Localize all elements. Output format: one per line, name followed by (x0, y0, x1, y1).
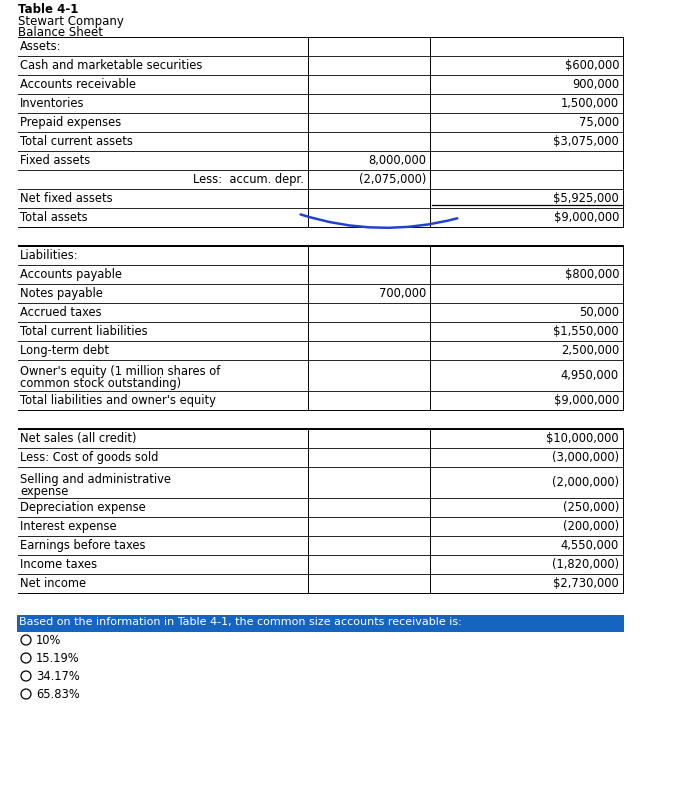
Text: 700,000: 700,000 (378, 287, 426, 300)
Text: $10,000,000: $10,000,000 (546, 432, 619, 445)
Text: $9,000,000: $9,000,000 (553, 211, 619, 224)
Text: Selling and administrative: Selling and administrative (20, 472, 171, 486)
Text: Accrued taxes: Accrued taxes (20, 306, 102, 319)
Text: 1,500,000: 1,500,000 (561, 97, 619, 110)
Text: Liabilities:: Liabilities: (20, 249, 79, 262)
Text: (3,000,000): (3,000,000) (552, 451, 619, 464)
Text: 65.83%: 65.83% (36, 687, 79, 701)
Text: $3,075,000: $3,075,000 (553, 135, 619, 148)
Text: Earnings before taxes: Earnings before taxes (20, 539, 146, 552)
Text: (2,000,000): (2,000,000) (552, 476, 619, 489)
Text: Assets:: Assets: (20, 40, 61, 53)
Text: 75,000: 75,000 (579, 116, 619, 129)
Text: $2,730,000: $2,730,000 (553, 577, 619, 590)
Text: $600,000: $600,000 (565, 59, 619, 72)
Text: Less: Cost of goods sold: Less: Cost of goods sold (20, 451, 158, 464)
Text: Total assets: Total assets (20, 211, 88, 224)
Text: Depreciation expense: Depreciation expense (20, 501, 146, 514)
Text: 4,950,000: 4,950,000 (561, 369, 619, 382)
Circle shape (21, 635, 31, 645)
Text: expense: expense (20, 484, 68, 498)
Text: 10%: 10% (36, 634, 61, 646)
Circle shape (21, 689, 31, 699)
Text: Long-term debt: Long-term debt (20, 344, 109, 357)
Text: Income taxes: Income taxes (20, 558, 97, 571)
Text: Net sales (all credit): Net sales (all credit) (20, 432, 137, 445)
Text: $5,925,000: $5,925,000 (553, 192, 619, 205)
Text: Total current liabilities: Total current liabilities (20, 325, 148, 338)
Bar (17, 597, 624, 614)
Text: Cash and marketable securities: Cash and marketable securities (20, 59, 202, 72)
Text: 50,000: 50,000 (579, 306, 619, 319)
Bar (17, 615, 624, 632)
Text: Accounts receivable: Accounts receivable (20, 78, 136, 91)
Text: Total liabilities and owner's equity: Total liabilities and owner's equity (20, 394, 216, 407)
Text: Accounts payable: Accounts payable (20, 268, 122, 281)
Text: 2,500,000: 2,500,000 (561, 344, 619, 357)
Text: (200,000): (200,000) (562, 520, 619, 533)
Text: common stock outstanding): common stock outstanding) (20, 377, 181, 391)
Text: Net income: Net income (20, 577, 86, 590)
Text: 15.19%: 15.19% (36, 651, 79, 665)
Text: Balance Sheet: Balance Sheet (18, 26, 103, 39)
Text: Net fixed assets: Net fixed assets (20, 192, 113, 205)
Text: 8,000,000: 8,000,000 (368, 154, 426, 167)
Text: Interest expense: Interest expense (20, 520, 116, 533)
Text: Owner's equity (1 million shares of: Owner's equity (1 million shares of (20, 365, 220, 379)
Text: Notes payable: Notes payable (20, 287, 103, 300)
Text: (2,075,000): (2,075,000) (359, 173, 426, 186)
Text: Prepaid expenses: Prepaid expenses (20, 116, 121, 129)
Text: 34.17%: 34.17% (36, 670, 79, 682)
Text: Total current assets: Total current assets (20, 135, 133, 148)
Circle shape (21, 671, 31, 681)
Text: Inventories: Inventories (20, 97, 84, 110)
Text: Stewart Company: Stewart Company (18, 15, 124, 28)
Text: $9,000,000: $9,000,000 (553, 394, 619, 407)
Text: $800,000: $800,000 (565, 268, 619, 281)
Text: 4,550,000: 4,550,000 (561, 539, 619, 552)
Circle shape (21, 653, 31, 663)
Text: Less:  accum. depr.: Less: accum. depr. (193, 173, 304, 186)
Text: Based on the information in Table 4-1, the common size accounts receivable is:: Based on the information in Table 4-1, t… (19, 617, 461, 627)
Text: $1,550,000: $1,550,000 (553, 325, 619, 338)
Text: 900,000: 900,000 (572, 78, 619, 91)
Text: (250,000): (250,000) (562, 501, 619, 514)
Text: (1,820,000): (1,820,000) (552, 558, 619, 571)
Text: Fixed assets: Fixed assets (20, 154, 90, 167)
Text: Table 4-1: Table 4-1 (18, 3, 78, 16)
